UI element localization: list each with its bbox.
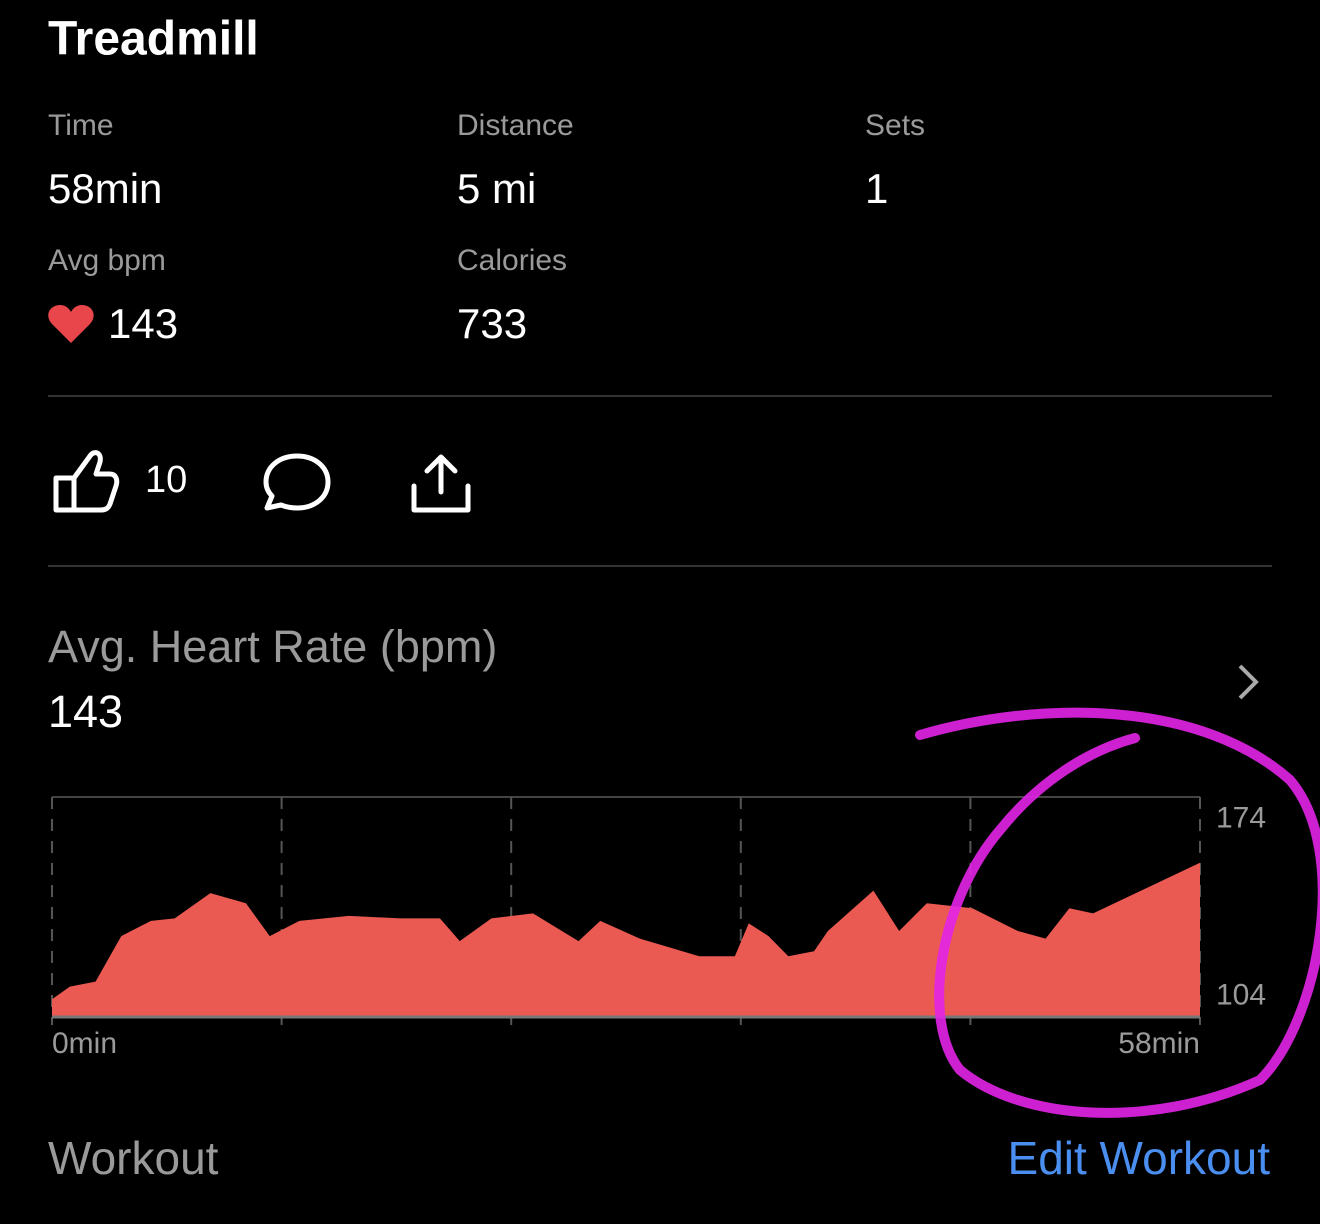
stat-label: Distance — [457, 109, 574, 142]
heart-rate-area — [52, 862, 1200, 1017]
stat-label: Calories — [457, 244, 567, 277]
title: Treadmill — [48, 13, 259, 66]
like-count: 10 — [145, 459, 187, 501]
stat-label: Avg bpm — [48, 244, 166, 277]
stat-value: 1 — [865, 165, 888, 212]
like-button[interactable] — [53, 450, 120, 513]
stat-value: 733 — [457, 300, 527, 347]
edit-workout-link[interactable]: Edit Workout — [1008, 1132, 1271, 1184]
stat-value: 5 mi — [457, 165, 536, 212]
section-value: 143 — [48, 686, 123, 737]
x-tick-label: 0min — [52, 1027, 117, 1060]
heart-rate-chart: 0min 58min 104 174 — [51, 796, 1266, 1060]
stat-value: 58min — [48, 165, 162, 212]
x-tick-label: 58min — [1118, 1027, 1200, 1060]
stat-value: 143 — [108, 300, 178, 347]
workout-title: Workout — [48, 1132, 219, 1184]
comment-button[interactable] — [263, 453, 331, 511]
y-tick-label: 174 — [1216, 802, 1266, 835]
y-tick-label: 104 — [1216, 979, 1266, 1012]
heart-icon — [48, 305, 94, 343]
section-title: Avg. Heart Rate (bpm) — [48, 621, 497, 672]
stat-label: Time — [48, 109, 114, 142]
share-button[interactable] — [411, 454, 471, 513]
annotation-scribble — [915, 707, 1320, 1118]
chevron[interactable] — [1238, 664, 1259, 700]
stat-label: Sets — [865, 109, 925, 142]
